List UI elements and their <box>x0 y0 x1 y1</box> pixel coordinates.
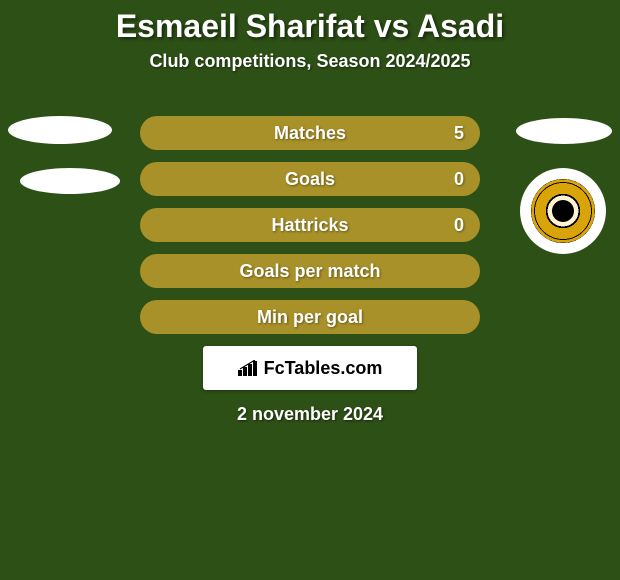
stats-area: Matches 5 Goals 0 Hattricks 0 Goals per … <box>0 116 620 334</box>
player-avatar-left-1 <box>8 116 112 144</box>
stat-row-matches: Matches 5 <box>140 116 480 150</box>
stat-value-right: 5 <box>454 123 464 144</box>
page-title: Esmaeil Sharifat vs Asadi <box>0 8 620 45</box>
infographic-container: Esmaeil Sharifat vs Asadi Club competiti… <box>0 0 620 425</box>
stat-row-min-per-goal: Min per goal <box>140 300 480 334</box>
player-avatar-left-2 <box>20 168 120 194</box>
stat-value-right: 0 <box>454 169 464 190</box>
stat-label: Goals <box>285 169 335 190</box>
stat-label: Min per goal <box>257 307 363 328</box>
stat-label: Goals per match <box>239 261 380 282</box>
watermark-logo-text: FcTables.com <box>238 358 383 379</box>
stat-value-right: 0 <box>454 215 464 236</box>
club-badge-center <box>552 200 574 222</box>
bar-chart-icon <box>238 360 260 376</box>
watermark-logo: FcTables.com <box>203 346 417 390</box>
stat-row-hattricks: Hattricks 0 <box>140 208 480 242</box>
page-subtitle: Club competitions, Season 2024/2025 <box>0 51 620 72</box>
stat-label: Matches <box>274 123 346 144</box>
stat-label: Hattricks <box>271 215 348 236</box>
watermark-text: FcTables.com <box>264 358 383 379</box>
date-label: 2 november 2024 <box>0 404 620 425</box>
club-badge-inner <box>531 179 595 243</box>
stat-row-goals: Goals 0 <box>140 162 480 196</box>
stat-row-goals-per-match: Goals per match <box>140 254 480 288</box>
player-avatar-right <box>516 118 612 144</box>
club-badge <box>520 168 606 254</box>
